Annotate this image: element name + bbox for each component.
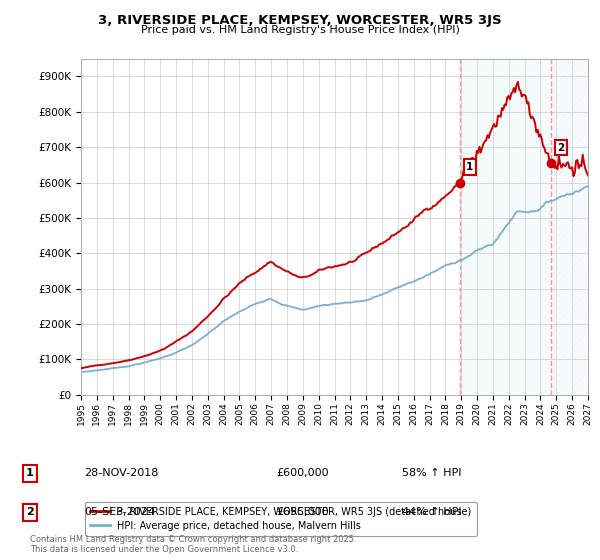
Text: 2: 2 bbox=[26, 507, 34, 517]
Text: 44% ↑ HPI: 44% ↑ HPI bbox=[402, 507, 461, 517]
Text: 28-NOV-2018: 28-NOV-2018 bbox=[84, 468, 158, 478]
Bar bbox=[460, 59, 551, 395]
Text: 2: 2 bbox=[557, 143, 565, 152]
Text: 58% ↑ HPI: 58% ↑ HPI bbox=[402, 468, 461, 478]
Text: 1: 1 bbox=[466, 162, 473, 172]
Text: £600,000: £600,000 bbox=[276, 468, 329, 478]
Bar bbox=[551, 59, 588, 395]
Text: 1: 1 bbox=[26, 468, 34, 478]
Text: 3, RIVERSIDE PLACE, KEMPSEY, WORCESTER, WR5 3JS: 3, RIVERSIDE PLACE, KEMPSEY, WORCESTER, … bbox=[98, 14, 502, 27]
Legend: 3, RIVERSIDE PLACE, KEMPSEY, WORCESTER, WR5 3JS (detached house), HPI: Average p: 3, RIVERSIDE PLACE, KEMPSEY, WORCESTER, … bbox=[85, 502, 476, 536]
Text: 05-SEP-2024: 05-SEP-2024 bbox=[84, 507, 155, 517]
Text: £655,000: £655,000 bbox=[276, 507, 329, 517]
Text: Price paid vs. HM Land Registry's House Price Index (HPI): Price paid vs. HM Land Registry's House … bbox=[140, 25, 460, 35]
Text: Contains HM Land Registry data © Crown copyright and database right 2025.
This d: Contains HM Land Registry data © Crown c… bbox=[30, 535, 356, 554]
